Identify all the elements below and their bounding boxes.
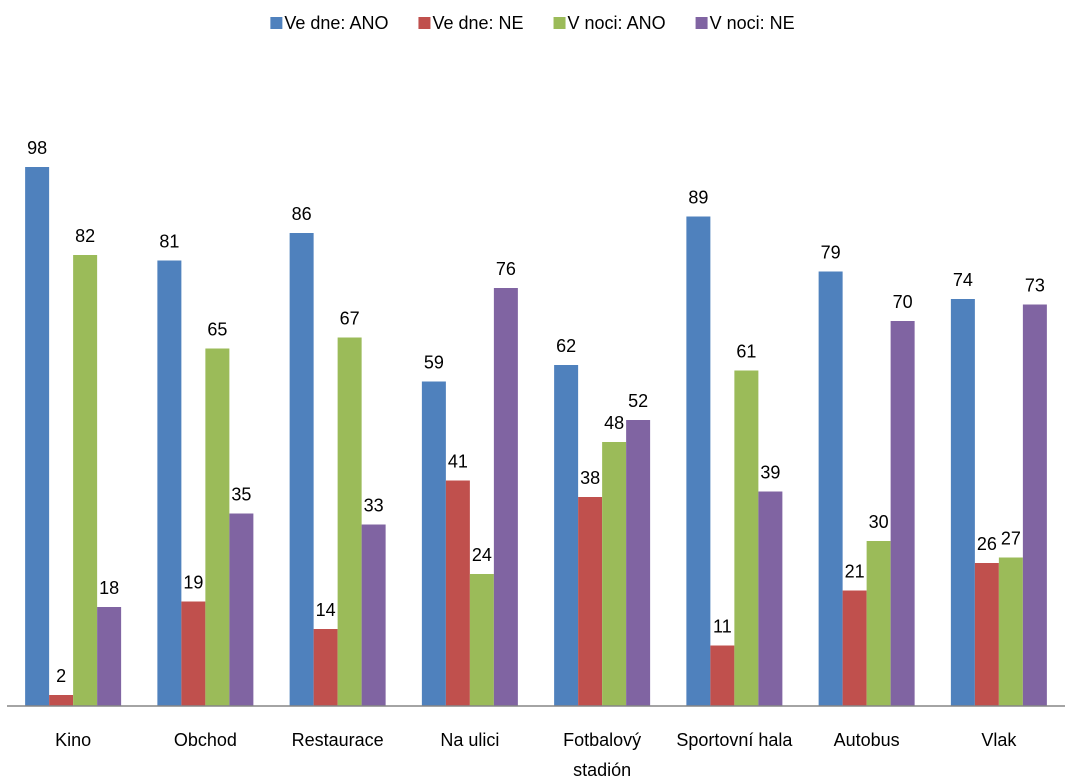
value-label: 35 (231, 484, 251, 504)
bar (229, 513, 254, 706)
bar (710, 645, 735, 706)
x-tick-label: Kino (55, 730, 91, 750)
bar (181, 601, 206, 706)
legend-swatch (270, 17, 283, 29)
value-label: 30 (869, 512, 889, 532)
value-label: 26 (977, 534, 997, 554)
value-label: 62 (556, 336, 576, 356)
value-label: 48 (604, 413, 624, 433)
value-label: 21 (845, 561, 865, 581)
x-tick-label: Na ulici (440, 730, 499, 750)
value-label: 76 (496, 259, 516, 279)
bar (950, 299, 975, 706)
bar (205, 348, 230, 706)
legend-swatch (418, 17, 431, 29)
bar (818, 271, 843, 706)
x-tick-label: Fotbalový stadión (563, 730, 641, 780)
bar (1022, 304, 1047, 706)
bar (974, 563, 999, 706)
legend-label: Ve dne: ANO (284, 13, 388, 33)
bar (313, 629, 338, 706)
value-label: 33 (364, 495, 384, 515)
value-label: 38 (580, 468, 600, 488)
bar (866, 541, 891, 706)
value-label: 65 (207, 319, 227, 339)
value-label: 89 (688, 187, 708, 207)
bar (734, 370, 759, 706)
value-label: 79 (821, 242, 841, 262)
value-label: 39 (760, 462, 780, 482)
value-label: 24 (472, 545, 492, 565)
value-label: 41 (448, 451, 468, 471)
bar (361, 524, 386, 706)
legend-label: Ve dne: NE (432, 13, 523, 33)
bar (445, 480, 470, 706)
value-label: 14 (316, 600, 336, 620)
value-label: 70 (893, 292, 913, 312)
bar (602, 442, 627, 706)
bar (25, 167, 50, 706)
bar (421, 381, 446, 706)
bar (493, 288, 518, 706)
legend-label: V noci: ANO (568, 13, 666, 33)
bar (469, 574, 494, 706)
value-label: 67 (340, 308, 360, 328)
value-label: 86 (292, 204, 312, 224)
value-label: 61 (736, 341, 756, 361)
bar (758, 491, 783, 706)
bar (686, 216, 711, 706)
value-label: 81 (159, 231, 179, 251)
legend: Ve dne: ANO Ve dne: NE V noci: ANO V noci: … (270, 13, 795, 33)
legend-label: V noci: NE (710, 13, 795, 33)
bar (554, 365, 579, 706)
bar (626, 420, 651, 706)
value-label: 27 (1001, 528, 1021, 548)
value-label: 82 (75, 226, 95, 246)
x-tick-label: Sportovní hala (676, 730, 793, 750)
bar (97, 607, 122, 706)
bar (890, 321, 915, 706)
x-tick-label: Obchod (174, 730, 237, 750)
bar (157, 260, 182, 706)
bar (73, 255, 98, 706)
value-label: 52 (628, 391, 648, 411)
value-label: 59 (424, 352, 444, 372)
bar (998, 557, 1023, 706)
x-tick-label: Restaurace (292, 730, 384, 750)
bar (289, 233, 314, 706)
value-label: 73 (1025, 275, 1045, 295)
bar (49, 695, 74, 706)
value-label: 2 (56, 666, 66, 686)
value-label: 19 (183, 572, 203, 592)
bar (578, 497, 603, 706)
bar (337, 337, 362, 706)
bar (842, 590, 867, 706)
value-label: 74 (953, 270, 973, 290)
x-tick-label: Autobus (834, 730, 900, 750)
value-label: 11 (713, 616, 732, 636)
x-tick-label: Vlak (981, 730, 1017, 750)
legend-swatch (695, 17, 708, 29)
value-label: 18 (99, 578, 119, 598)
value-label: 98 (27, 138, 47, 158)
legend-swatch (553, 17, 566, 29)
